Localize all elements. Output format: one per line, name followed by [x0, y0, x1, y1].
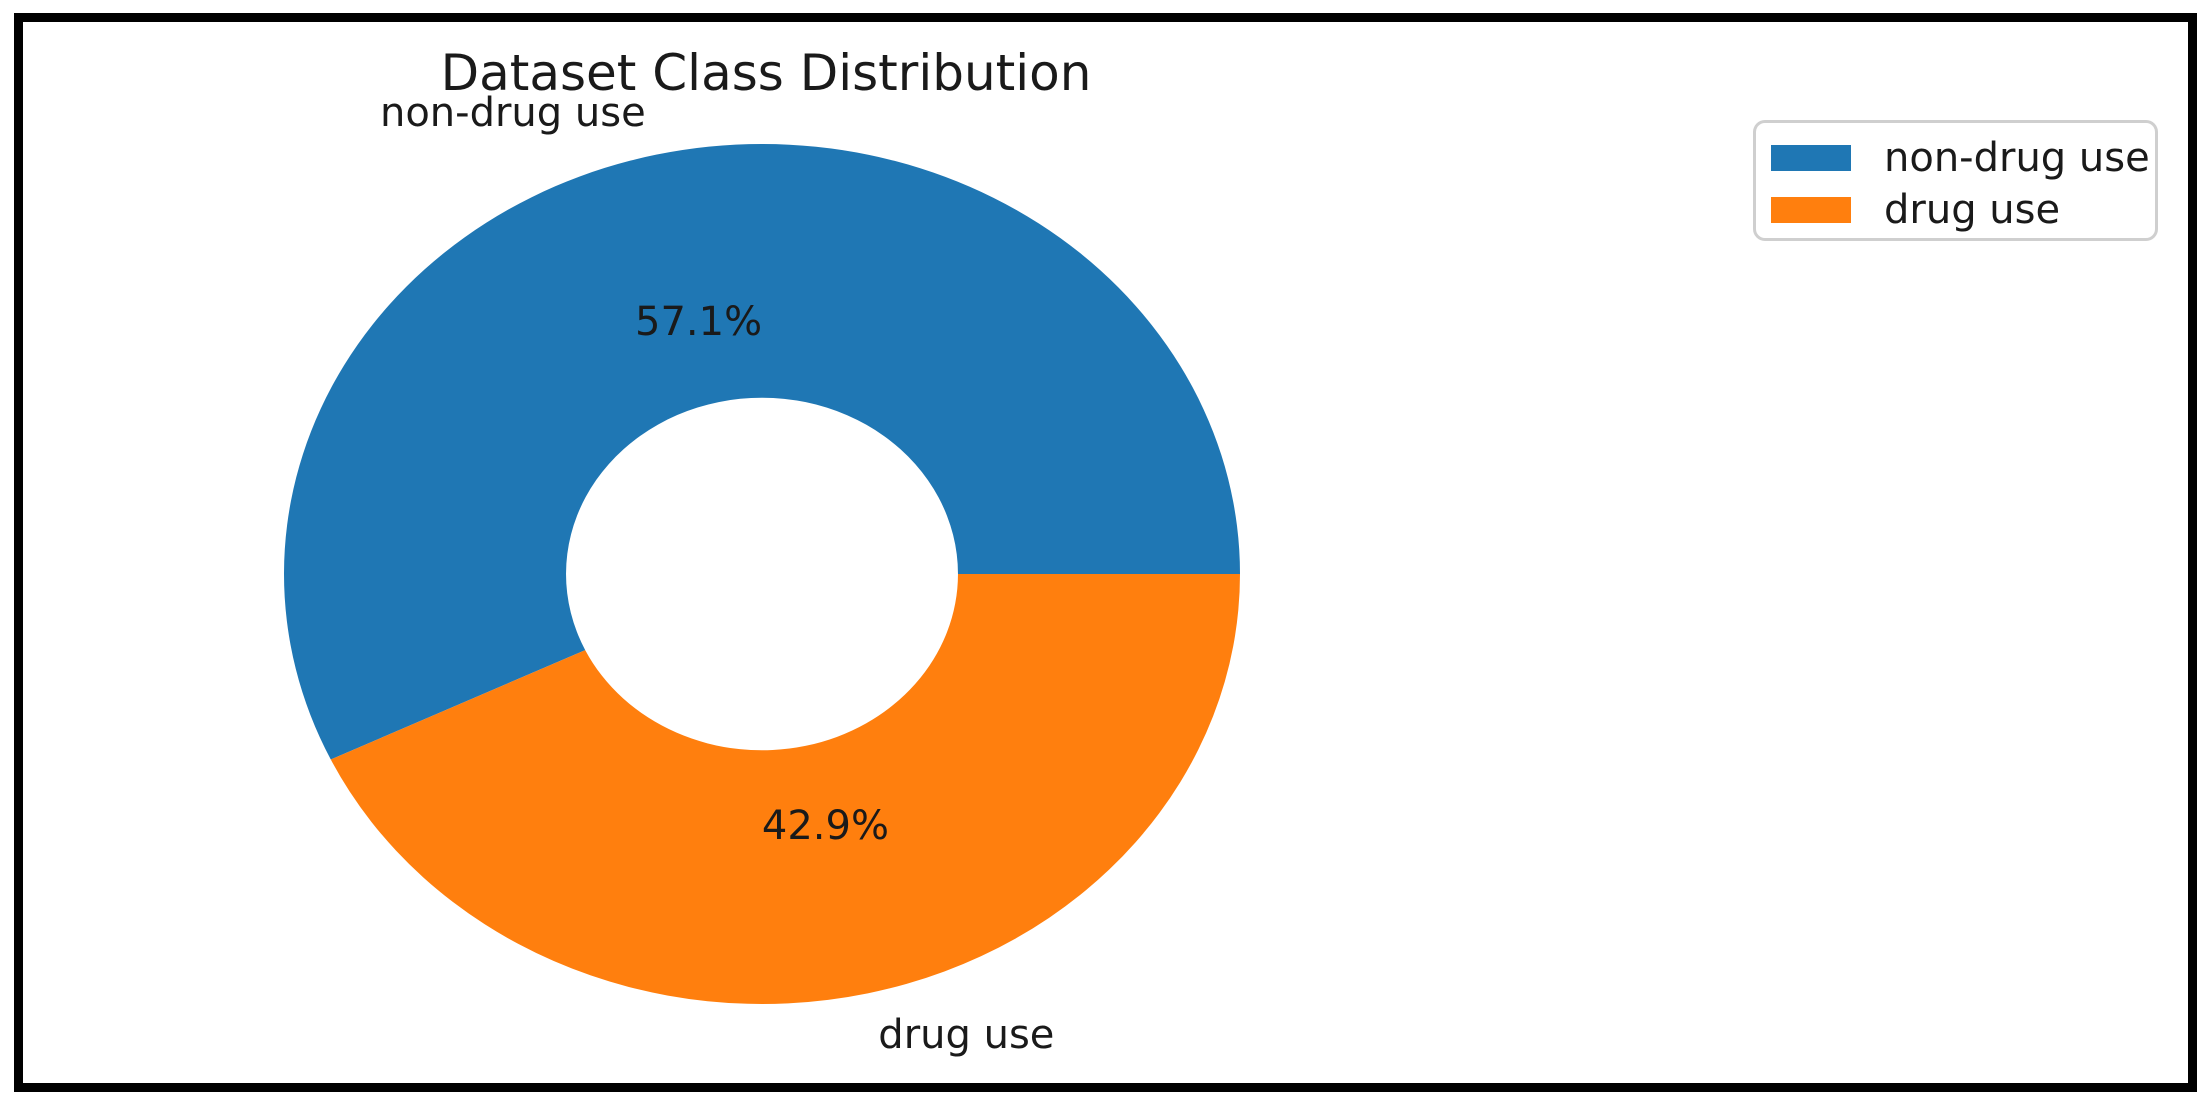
legend: non-drug use drug use [1753, 120, 2158, 241]
legend-label: drug use [1884, 187, 2061, 233]
legend-swatch-icon [1771, 197, 1851, 223]
legend-label: non-drug use [1884, 135, 2150, 181]
legend-rows: non-drug use drug use [1771, 132, 2155, 236]
pct-label-drug-use: 42.9% [761, 802, 889, 849]
slice-label-drug-use: drug use [878, 1012, 1055, 1059]
pct-label-non-drug-use: 57.1% [635, 299, 763, 346]
slice-label-non-drug-use: non-drug use [379, 89, 646, 136]
pie-slice-non-drug-use [283, 144, 1241, 760]
legend-item-non-drug-use: non-drug use [1771, 132, 2155, 184]
chart-title: Dataset Class Distribution [440, 44, 1092, 102]
legend-swatch-icon [1771, 145, 1851, 171]
legend-item-drug-use: drug use [1771, 184, 2155, 236]
pie-slice-drug-use [330, 574, 1240, 1005]
